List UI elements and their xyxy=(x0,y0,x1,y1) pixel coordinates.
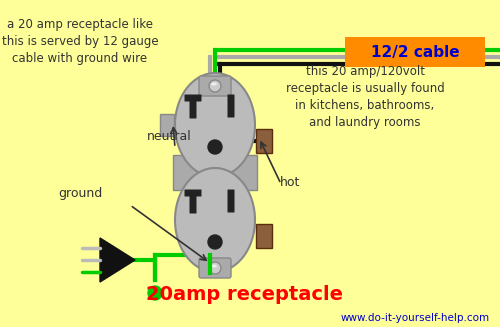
Text: ground: ground xyxy=(58,186,102,199)
FancyBboxPatch shape xyxy=(228,190,234,213)
Circle shape xyxy=(209,80,221,92)
FancyBboxPatch shape xyxy=(199,258,231,278)
FancyBboxPatch shape xyxy=(256,224,272,248)
Circle shape xyxy=(208,140,222,154)
Ellipse shape xyxy=(175,73,255,177)
Text: hot: hot xyxy=(280,177,300,190)
FancyBboxPatch shape xyxy=(184,190,202,197)
Ellipse shape xyxy=(211,82,217,85)
FancyBboxPatch shape xyxy=(190,195,196,214)
FancyBboxPatch shape xyxy=(190,99,196,118)
Text: this 20 amp/120volt
receptacle is usually found
in kitchens, bathrooms,
and laun: this 20 amp/120volt receptacle is usuall… xyxy=(286,65,444,129)
Text: neutral: neutral xyxy=(147,130,192,144)
FancyBboxPatch shape xyxy=(345,37,485,67)
Circle shape xyxy=(148,286,162,300)
FancyBboxPatch shape xyxy=(256,129,272,153)
Text: www.do-it-yourself-help.com: www.do-it-yourself-help.com xyxy=(341,313,490,323)
Ellipse shape xyxy=(211,265,217,267)
FancyBboxPatch shape xyxy=(173,155,257,190)
Ellipse shape xyxy=(175,168,255,272)
FancyBboxPatch shape xyxy=(184,95,202,101)
FancyBboxPatch shape xyxy=(160,114,174,136)
Text: 20amp receptacle: 20amp receptacle xyxy=(146,285,344,304)
FancyBboxPatch shape xyxy=(199,76,231,96)
FancyBboxPatch shape xyxy=(228,95,234,117)
Circle shape xyxy=(209,262,221,274)
Circle shape xyxy=(208,235,222,249)
Text: 12/2 cable: 12/2 cable xyxy=(370,44,460,60)
Polygon shape xyxy=(100,238,135,282)
Text: a 20 amp receptacle like
this is served by 12 gauge
cable with ground wire: a 20 amp receptacle like this is served … xyxy=(2,18,158,65)
